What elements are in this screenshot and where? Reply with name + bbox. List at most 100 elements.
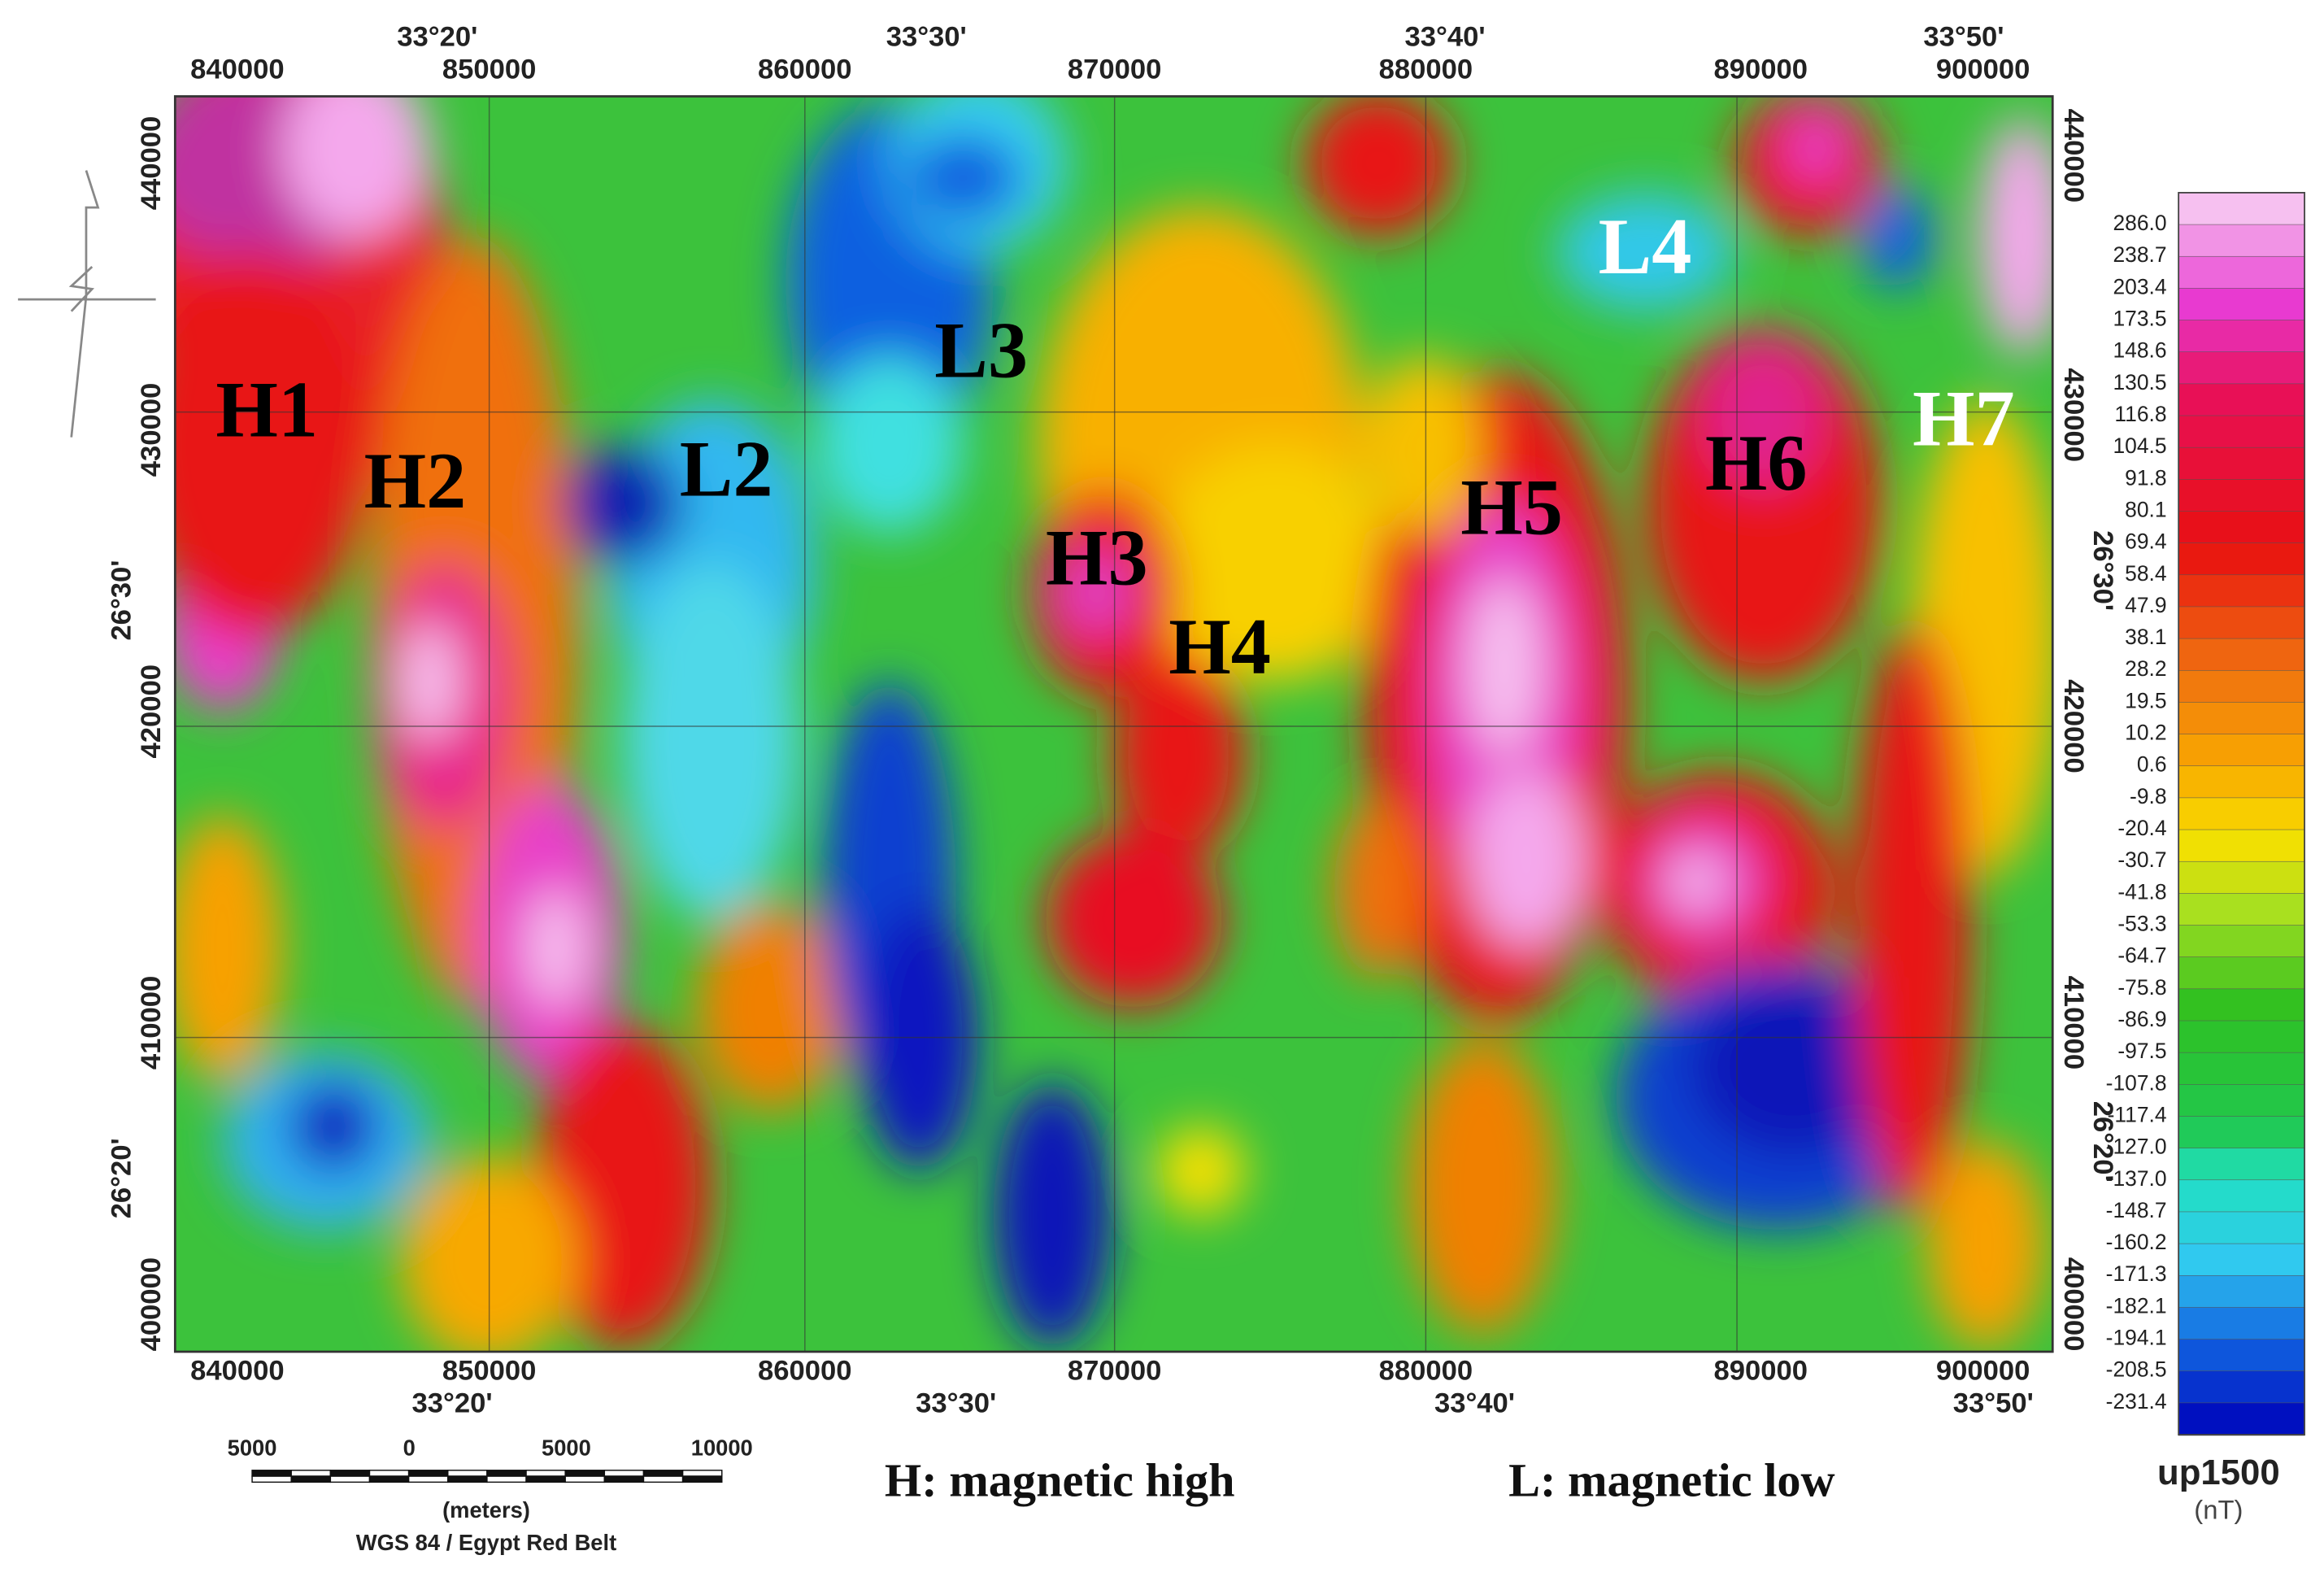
latitude-label: 26°20': [107, 1138, 137, 1218]
northing-label: 410000: [2058, 976, 2089, 1070]
northing-label: 420000: [2058, 679, 2089, 773]
easting-label: 840000: [190, 54, 285, 85]
colorbar-band: [2178, 351, 2305, 386]
colorbar-band: [2178, 702, 2305, 735]
anomaly-blob: [1467, 577, 1542, 756]
anomaly-blob: [696, 904, 846, 1112]
colorbar-band: [2178, 606, 2305, 640]
colorbar-label: -127.0: [2106, 1135, 2167, 1159]
colorbar-band: [2178, 1402, 2305, 1436]
anomaly-label: H2: [364, 437, 467, 525]
colorbar-band: [2178, 797, 2305, 831]
anomaly-label: L3: [934, 307, 1028, 395]
scale-label: 5000: [542, 1435, 591, 1460]
colorbar-band: [2178, 1179, 2305, 1213]
colorbar-label: 47.9: [2125, 593, 2166, 617]
anomaly-blob: [1060, 548, 1134, 638]
colorbar-band: [2178, 829, 2305, 863]
scale-segment: [290, 1470, 332, 1477]
colorbar-band: [2178, 383, 2305, 417]
longitude-label: 33°40': [1405, 22, 1486, 53]
colorbar-label: -231.4: [2106, 1389, 2167, 1414]
anomaly-blob: [1112, 651, 1246, 860]
easting-label: 890000: [1713, 54, 1808, 85]
colorbar-label: -107.8: [2106, 1070, 2167, 1095]
colorbar-band: [2178, 734, 2305, 767]
anomaly-blob: [400, 622, 460, 742]
colorbar-label: 69.4: [2125, 529, 2166, 554]
anomaly-label: H1: [215, 365, 318, 454]
scale-segment: [681, 1470, 723, 1477]
anomaly-blob: [533, 1022, 712, 1349]
longitude-label: 33°20': [397, 22, 477, 53]
colorbar-label: -137.0: [2106, 1166, 2167, 1191]
colorbar-band: [2178, 988, 2305, 1022]
scale-segment: [368, 1475, 410, 1483]
northing-label: 400000: [136, 1257, 167, 1352]
anomaly-blob: [1556, 192, 1734, 311]
latitude-label: 26°30': [107, 560, 137, 641]
northing-label: 440000: [136, 116, 167, 210]
colorbar-label: 91.8: [2125, 465, 2166, 490]
colorbar-label: 203.4: [2113, 274, 2166, 298]
colorbar-label: -86.9: [2117, 1007, 2166, 1031]
colorbar-band: [2178, 1370, 2305, 1405]
easting-label: 900000: [1936, 54, 2030, 85]
anomaly-blob: [1363, 355, 1482, 534]
latitude-label: 26°20': [2087, 1101, 2118, 1182]
colorbar-label: 80.1: [2125, 497, 2166, 521]
scale-bar: 5000 0 5000 10000 (meters) WGS 84 / Egypt Red…: [228, 1435, 753, 1555]
scale-segment: [603, 1475, 645, 1483]
colorbar-label: -75.8: [2117, 975, 2166, 1000]
scale-label: 0: [403, 1435, 416, 1460]
northing-label: 430000: [2058, 368, 2089, 462]
scale-segment: [525, 1470, 566, 1477]
longitude-label: 33°30': [886, 22, 967, 53]
anomaly-blob: [1852, 622, 1972, 1216]
scale-segment: [486, 1470, 527, 1477]
colorbar-label: -41.8: [2117, 879, 2166, 904]
anomaly-blob: [175, 251, 371, 638]
colorbar-band: [2178, 574, 2305, 608]
easting-label: 870000: [1068, 54, 1162, 85]
colorbar-label: -148.7: [2106, 1198, 2167, 1222]
easting-label: 850000: [442, 1356, 537, 1387]
colorbar-label: 19.5: [2125, 688, 2166, 712]
scale-datum: WGS 84 / Egypt Red Belt: [356, 1530, 616, 1555]
colorbar-band: [2178, 1243, 2305, 1277]
colorbar-label: 0.6: [2137, 752, 2167, 777]
colorbar-label: -117.4: [2108, 1102, 2167, 1126]
colorbar-label: -30.7: [2117, 847, 2166, 872]
colorbar-label: 104.5: [2113, 433, 2166, 458]
anomaly-blob: [1978, 118, 2053, 356]
colorbar-unit: (nT): [2194, 1494, 2243, 1524]
colorbar-band: [2178, 479, 2305, 512]
colorbar-band: [2178, 288, 2305, 321]
colorbar-label: 116.8: [2114, 402, 2166, 426]
colorbar-band: [2178, 1211, 2305, 1245]
colorbar-label: -97.5: [2117, 1039, 2166, 1063]
scale-segment: [525, 1475, 566, 1483]
colorbar-band: [2178, 192, 2305, 226]
anomaly-blob: [281, 96, 430, 237]
anomaly-label: L2: [680, 425, 773, 513]
colorbar-band: [2178, 1274, 2305, 1309]
colorbar-label: 58.4: [2125, 561, 2166, 586]
longitude-label: 33°30': [916, 1388, 996, 1419]
colorbar-band: [2178, 542, 2305, 576]
colorbar-band: [2178, 447, 2305, 481]
scale-segment: [329, 1475, 371, 1483]
anomaly-blob: [1786, 111, 1846, 185]
colorbar-label: -53.3: [2117, 912, 2166, 936]
anomaly-label: H3: [1046, 514, 1148, 603]
anomaly-blob: [1155, 1126, 1246, 1216]
colorbar-frame: [2178, 191, 2305, 1435]
anomaly-label: H4: [1169, 603, 1271, 691]
anomaly-label: H5: [1460, 464, 1563, 552]
anomaly-blob: [526, 889, 586, 1008]
colorbar-label: 286.0: [2113, 211, 2166, 235]
anomaly-blob: [1689, 978, 1897, 1157]
colorbar-band: [2178, 1052, 2305, 1086]
northing-label: 430000: [136, 383, 167, 477]
